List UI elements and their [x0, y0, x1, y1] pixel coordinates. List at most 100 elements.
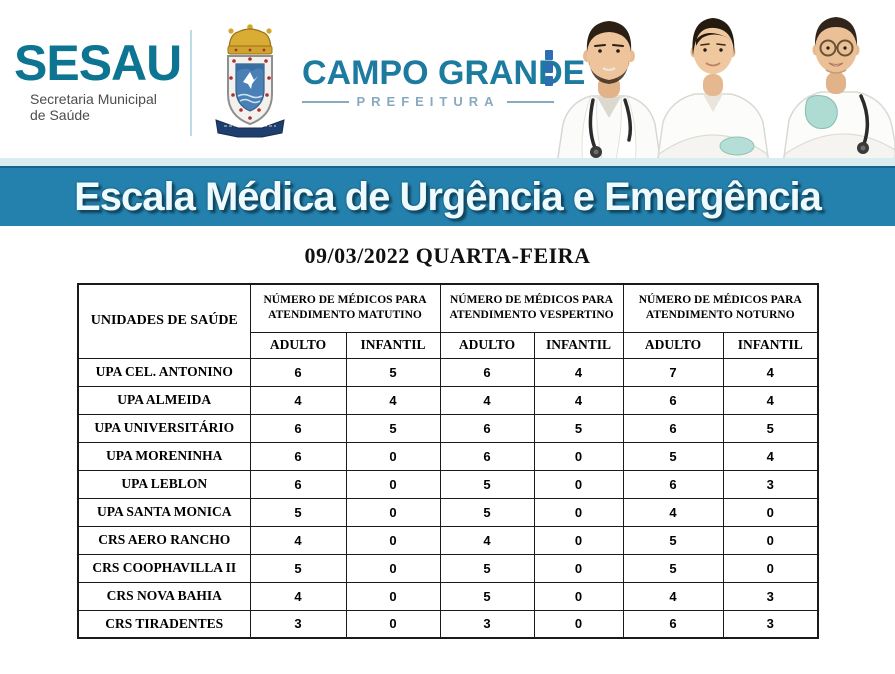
doctor-count-cell: 4	[622, 497, 724, 527]
table-row: CRS AERO RANCHO 4 0 4 0 5 0	[77, 525, 819, 555]
doctor-count-cell: 5	[622, 441, 724, 471]
doctor-count-cell: 0	[533, 609, 624, 639]
group-header-matutino: NÚMERO DE MÉDICOS PARA ATENDIMENTO MATUT…	[249, 283, 441, 333]
brand-header: SESAU Secretaria Municipal de Saúde	[0, 0, 895, 165]
doctor-count-cell: 4	[533, 385, 624, 415]
doctor-count-cell: 6	[622, 469, 724, 499]
subheader-infantil: INFANTIL	[533, 331, 624, 359]
unit-name-cell: UPA CEL. ANTONINO	[77, 357, 251, 387]
doctor-count-cell: 5	[622, 553, 724, 583]
doctor-count-cell: 5	[439, 469, 535, 499]
pre-banner-strip	[0, 158, 895, 166]
doctor-count-cell: 6	[439, 413, 535, 443]
prefeitura-label: PREFEITURA	[356, 94, 500, 110]
unit-name-cell: UPA UNIVERSITÁRIO	[77, 413, 251, 443]
unit-name-cell: CRS COOPHAVILLA II	[77, 553, 251, 583]
table-row: UPA ALMEIDA 4 4 4 4 6 4	[77, 385, 819, 415]
doctor-count-cell: 0	[345, 609, 441, 639]
doctor-count-cell: 5	[439, 581, 535, 611]
doctor-count-cell: 0	[533, 497, 624, 527]
doctor-count-cell: 4	[533, 357, 624, 387]
unit-name-cell: UPA MORENINHA	[77, 441, 251, 471]
doctor-count-cell: 0	[345, 581, 441, 611]
doctor-count-cell: 6	[249, 441, 347, 471]
table-row: CRS COOPHAVILLA II 5 0 5 0 5 0	[77, 553, 819, 583]
doctor-count-cell: 6	[249, 357, 347, 387]
doctor-count-cell: 0	[722, 497, 819, 527]
doctor-count-cell: 5	[439, 497, 535, 527]
doctor-count-cell: 5	[249, 497, 347, 527]
doctor-count-cell: 4	[722, 385, 819, 415]
doctor-count-cell: 3	[722, 469, 819, 499]
table-row: UPA CEL. ANTONINO 6 5 6 4 7 4	[77, 357, 819, 387]
tagline-rule-right	[506, 100, 554, 103]
doctor-count-cell: 6	[622, 385, 724, 415]
doctor-count-cell: 4	[622, 581, 724, 611]
doctor-count-cell: 0	[533, 441, 624, 471]
group-header-noturno: NÚMERO DE MÉDICOS PARA ATENDIMENTO NOTUR…	[622, 283, 819, 333]
doctor-count-cell: 3	[722, 581, 819, 611]
table-group-header-row: UNIDADES DE SAÚDE NÚMERO DE MÉDICOS PARA…	[77, 283, 819, 359]
doctor-count-cell: 3	[249, 609, 347, 639]
unit-name-cell: UPA LEBLON	[77, 469, 251, 499]
campo-grande-wordmark: CAMPO GRANDE	[302, 54, 586, 92]
doctor-count-cell: 6	[622, 609, 724, 639]
title-banner: Escala Médica de Urgência e Emergência	[0, 166, 895, 226]
doctor-count-cell: 0	[345, 441, 441, 471]
banner-title: Escala Médica de Urgência e Emergência	[74, 174, 822, 219]
doctor-count-cell: 5	[439, 553, 535, 583]
prefeitura-tagline: PREFEITURA	[302, 94, 554, 109]
doctor-man-right	[782, 17, 895, 165]
doctor-count-cell: 0	[533, 553, 624, 583]
doctor-count-cell: 0	[345, 469, 441, 499]
campo-grande-coat-of-arms-icon	[200, 22, 300, 140]
table-row: CRS NOVA BAHIA 4 0 5 0 4 3	[77, 581, 819, 611]
tagline-rule-left	[302, 100, 350, 103]
sesau-subtitle: Secretaria Municipal de Saúde	[30, 91, 157, 124]
doctor-count-cell: 0	[722, 553, 819, 583]
doctor-count-cell: 5	[249, 553, 347, 583]
doctor-count-cell: 4	[249, 525, 347, 555]
table-row: UPA LEBLON 6 0 5 0 6 3	[77, 469, 819, 499]
table-row: UPA MORENINHA 6 0 6 0 5 4	[77, 441, 819, 471]
doctor-count-cell: 6	[249, 413, 347, 443]
unit-column-header: UNIDADES DE SAÚDE	[77, 283, 251, 359]
doctor-count-cell: 6	[439, 357, 535, 387]
unit-name-cell: CRS TIRADENTES	[77, 609, 251, 639]
subheader-adulto: ADULTO	[439, 331, 535, 359]
doctor-count-cell: 4	[439, 385, 535, 415]
doctor-count-cell: 6	[439, 441, 535, 471]
table-sub-header-row: ADULTO INFANTIL ADULTO INFANTIL ADULTO I…	[78, 331, 819, 359]
schedule-table-body: UPA CEL. ANTONINO 6 5 6 4 7 4 UPA ALMEIDA 4 4 4 4 6 4…	[77, 357, 819, 639]
doctor-count-cell: 0	[722, 525, 819, 555]
doctor-woman-middle	[656, 18, 770, 165]
subheader-infantil: INFANTIL	[722, 331, 819, 359]
doctor-count-cell: 4	[722, 441, 819, 471]
doctor-count-cell: 0	[345, 497, 441, 527]
doctor-count-cell: 3	[722, 609, 819, 639]
doctor-count-cell: 5	[345, 357, 441, 387]
header-divider	[190, 30, 192, 136]
doctor-count-cell: 0	[345, 553, 441, 583]
doctor-count-cell: 0	[345, 525, 441, 555]
doctor-count-cell: 3	[439, 609, 535, 639]
cropped-logo-fragment	[545, 50, 553, 86]
doctor-count-cell: 6	[249, 469, 347, 499]
campo-grande-logo: CAMPO GRANDE PREFEITURA	[302, 54, 586, 109]
doctor-count-cell: 4	[249, 581, 347, 611]
doctor-count-cell: 4	[249, 385, 347, 415]
three-doctors-photo	[545, 0, 895, 165]
unit-name-cell: CRS NOVA BAHIA	[77, 581, 251, 611]
date-heading: 09/03/2022 QUARTA-FEIRA	[304, 243, 591, 268]
sesau-wordmark: SESAU	[14, 35, 182, 91]
schedule-table: UNIDADES DE SAÚDE NÚMERO DE MÉDICOS PARA…	[77, 283, 820, 639]
doctor-count-cell: 6	[622, 413, 724, 443]
table-row: CRS TIRADENTES 3 0 3 0 6 3	[77, 609, 819, 639]
doctor-count-cell: 5	[533, 413, 624, 443]
subheader-infantil: INFANTIL	[345, 331, 441, 359]
doctor-count-cell: 5	[722, 413, 819, 443]
doctor-count-cell: 5	[622, 525, 724, 555]
doctor-count-cell: 4	[722, 357, 819, 387]
doctor-count-cell: 0	[533, 469, 624, 499]
